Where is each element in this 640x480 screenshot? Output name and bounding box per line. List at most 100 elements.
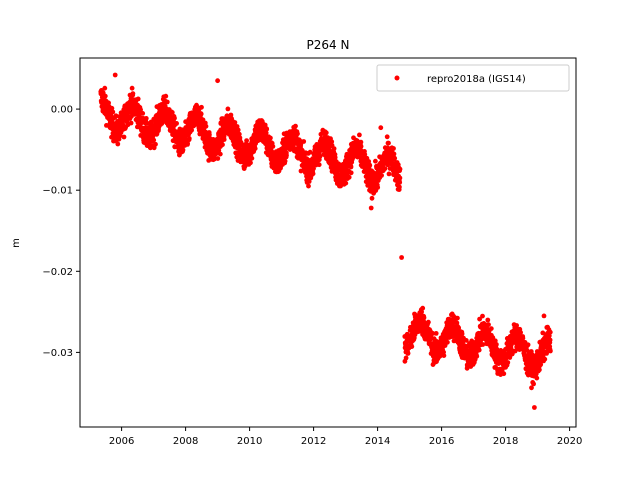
data-point (537, 367, 542, 373)
x-axis: 2006 2008 2010 2012 2014 2016 2018 2020 (109, 427, 582, 447)
data-point (264, 126, 270, 132)
data-point (348, 164, 354, 170)
x-tick-label: 2006 (109, 436, 134, 447)
data-point (357, 132, 362, 138)
data-point (295, 131, 300, 137)
y-axis-label: m (11, 238, 22, 248)
data-point (362, 152, 368, 157)
data-point (138, 107, 144, 113)
data-point (307, 149, 313, 155)
x-tick-label: 2018 (493, 436, 518, 447)
data-point (216, 148, 222, 153)
data-point (249, 155, 255, 161)
data-point (445, 339, 450, 345)
y-axis: 0.00 −0.01 −0.02 −0.03 (42, 105, 80, 359)
data-points (98, 72, 553, 410)
data-point (237, 135, 243, 141)
data-point (130, 91, 136, 96)
data-point (140, 111, 146, 116)
legend-label: repro2018a (IGS14) (427, 74, 526, 85)
data-point (109, 105, 115, 111)
data-point (329, 139, 335, 145)
y-tick-label: −0.01 (42, 186, 73, 197)
data-point (397, 175, 403, 181)
data-point (262, 122, 268, 128)
data-point (346, 174, 352, 180)
data-point (189, 127, 195, 133)
data-point (419, 309, 424, 315)
data-point (102, 93, 108, 99)
data-point (121, 134, 127, 140)
data-point (358, 139, 364, 145)
data-point (164, 99, 170, 105)
data-point (463, 338, 469, 343)
data-point (531, 381, 536, 387)
x-tick-label: 2020 (557, 436, 582, 447)
data-point (199, 104, 204, 110)
x-tick-label: 2010 (237, 436, 262, 447)
data-point (244, 138, 250, 144)
data-point (220, 142, 225, 148)
data-point (501, 371, 507, 377)
data-point (486, 322, 491, 327)
data-point (236, 131, 242, 137)
data-point (143, 116, 149, 121)
data-point (332, 155, 338, 160)
data-point (392, 155, 398, 161)
data-point (525, 342, 531, 348)
data-point (488, 326, 494, 331)
data-point (477, 316, 482, 322)
data-point (369, 195, 375, 201)
data-point (512, 348, 518, 354)
data-point (433, 331, 439, 336)
data-point (476, 347, 482, 353)
data-point (169, 110, 175, 115)
data-point (386, 140, 391, 146)
data-point (397, 166, 403, 172)
data-point (518, 330, 523, 335)
data-point (198, 111, 204, 117)
data-point (310, 171, 316, 177)
y-tick-label: −0.02 (42, 267, 73, 278)
data-point (215, 156, 221, 161)
data-point (180, 147, 186, 153)
data-point (331, 146, 337, 152)
data-point (186, 136, 192, 141)
data-point (405, 351, 411, 356)
data-point (367, 163, 373, 168)
data-point (548, 348, 553, 354)
data-point (128, 120, 134, 126)
data-point (480, 342, 486, 347)
chart-title: P264 N (307, 38, 350, 52)
data-point (293, 123, 298, 129)
data-point (542, 356, 548, 362)
data-point (263, 130, 269, 136)
data-point (384, 134, 390, 140)
data-point (215, 78, 221, 84)
data-point (441, 353, 447, 358)
data-point (492, 338, 498, 344)
data-point (534, 375, 540, 381)
data-point (298, 168, 304, 174)
data-point (317, 154, 323, 160)
data-point (153, 141, 158, 147)
data-point (538, 362, 544, 367)
data-point (301, 139, 307, 144)
data-point (106, 100, 111, 106)
data-point (112, 72, 118, 78)
data-point (248, 160, 253, 166)
data-point (268, 135, 273, 141)
data-point (391, 151, 397, 157)
data-point (494, 342, 499, 347)
data-point (311, 166, 316, 171)
data-point (221, 137, 227, 142)
data-point (386, 171, 392, 177)
data-point (284, 152, 289, 158)
legend: repro2018a (IGS14) (376, 64, 570, 92)
data-point (379, 173, 384, 178)
legend-box (376, 64, 570, 92)
data-point (282, 158, 288, 164)
data-point (456, 325, 461, 331)
data-point (378, 125, 384, 131)
